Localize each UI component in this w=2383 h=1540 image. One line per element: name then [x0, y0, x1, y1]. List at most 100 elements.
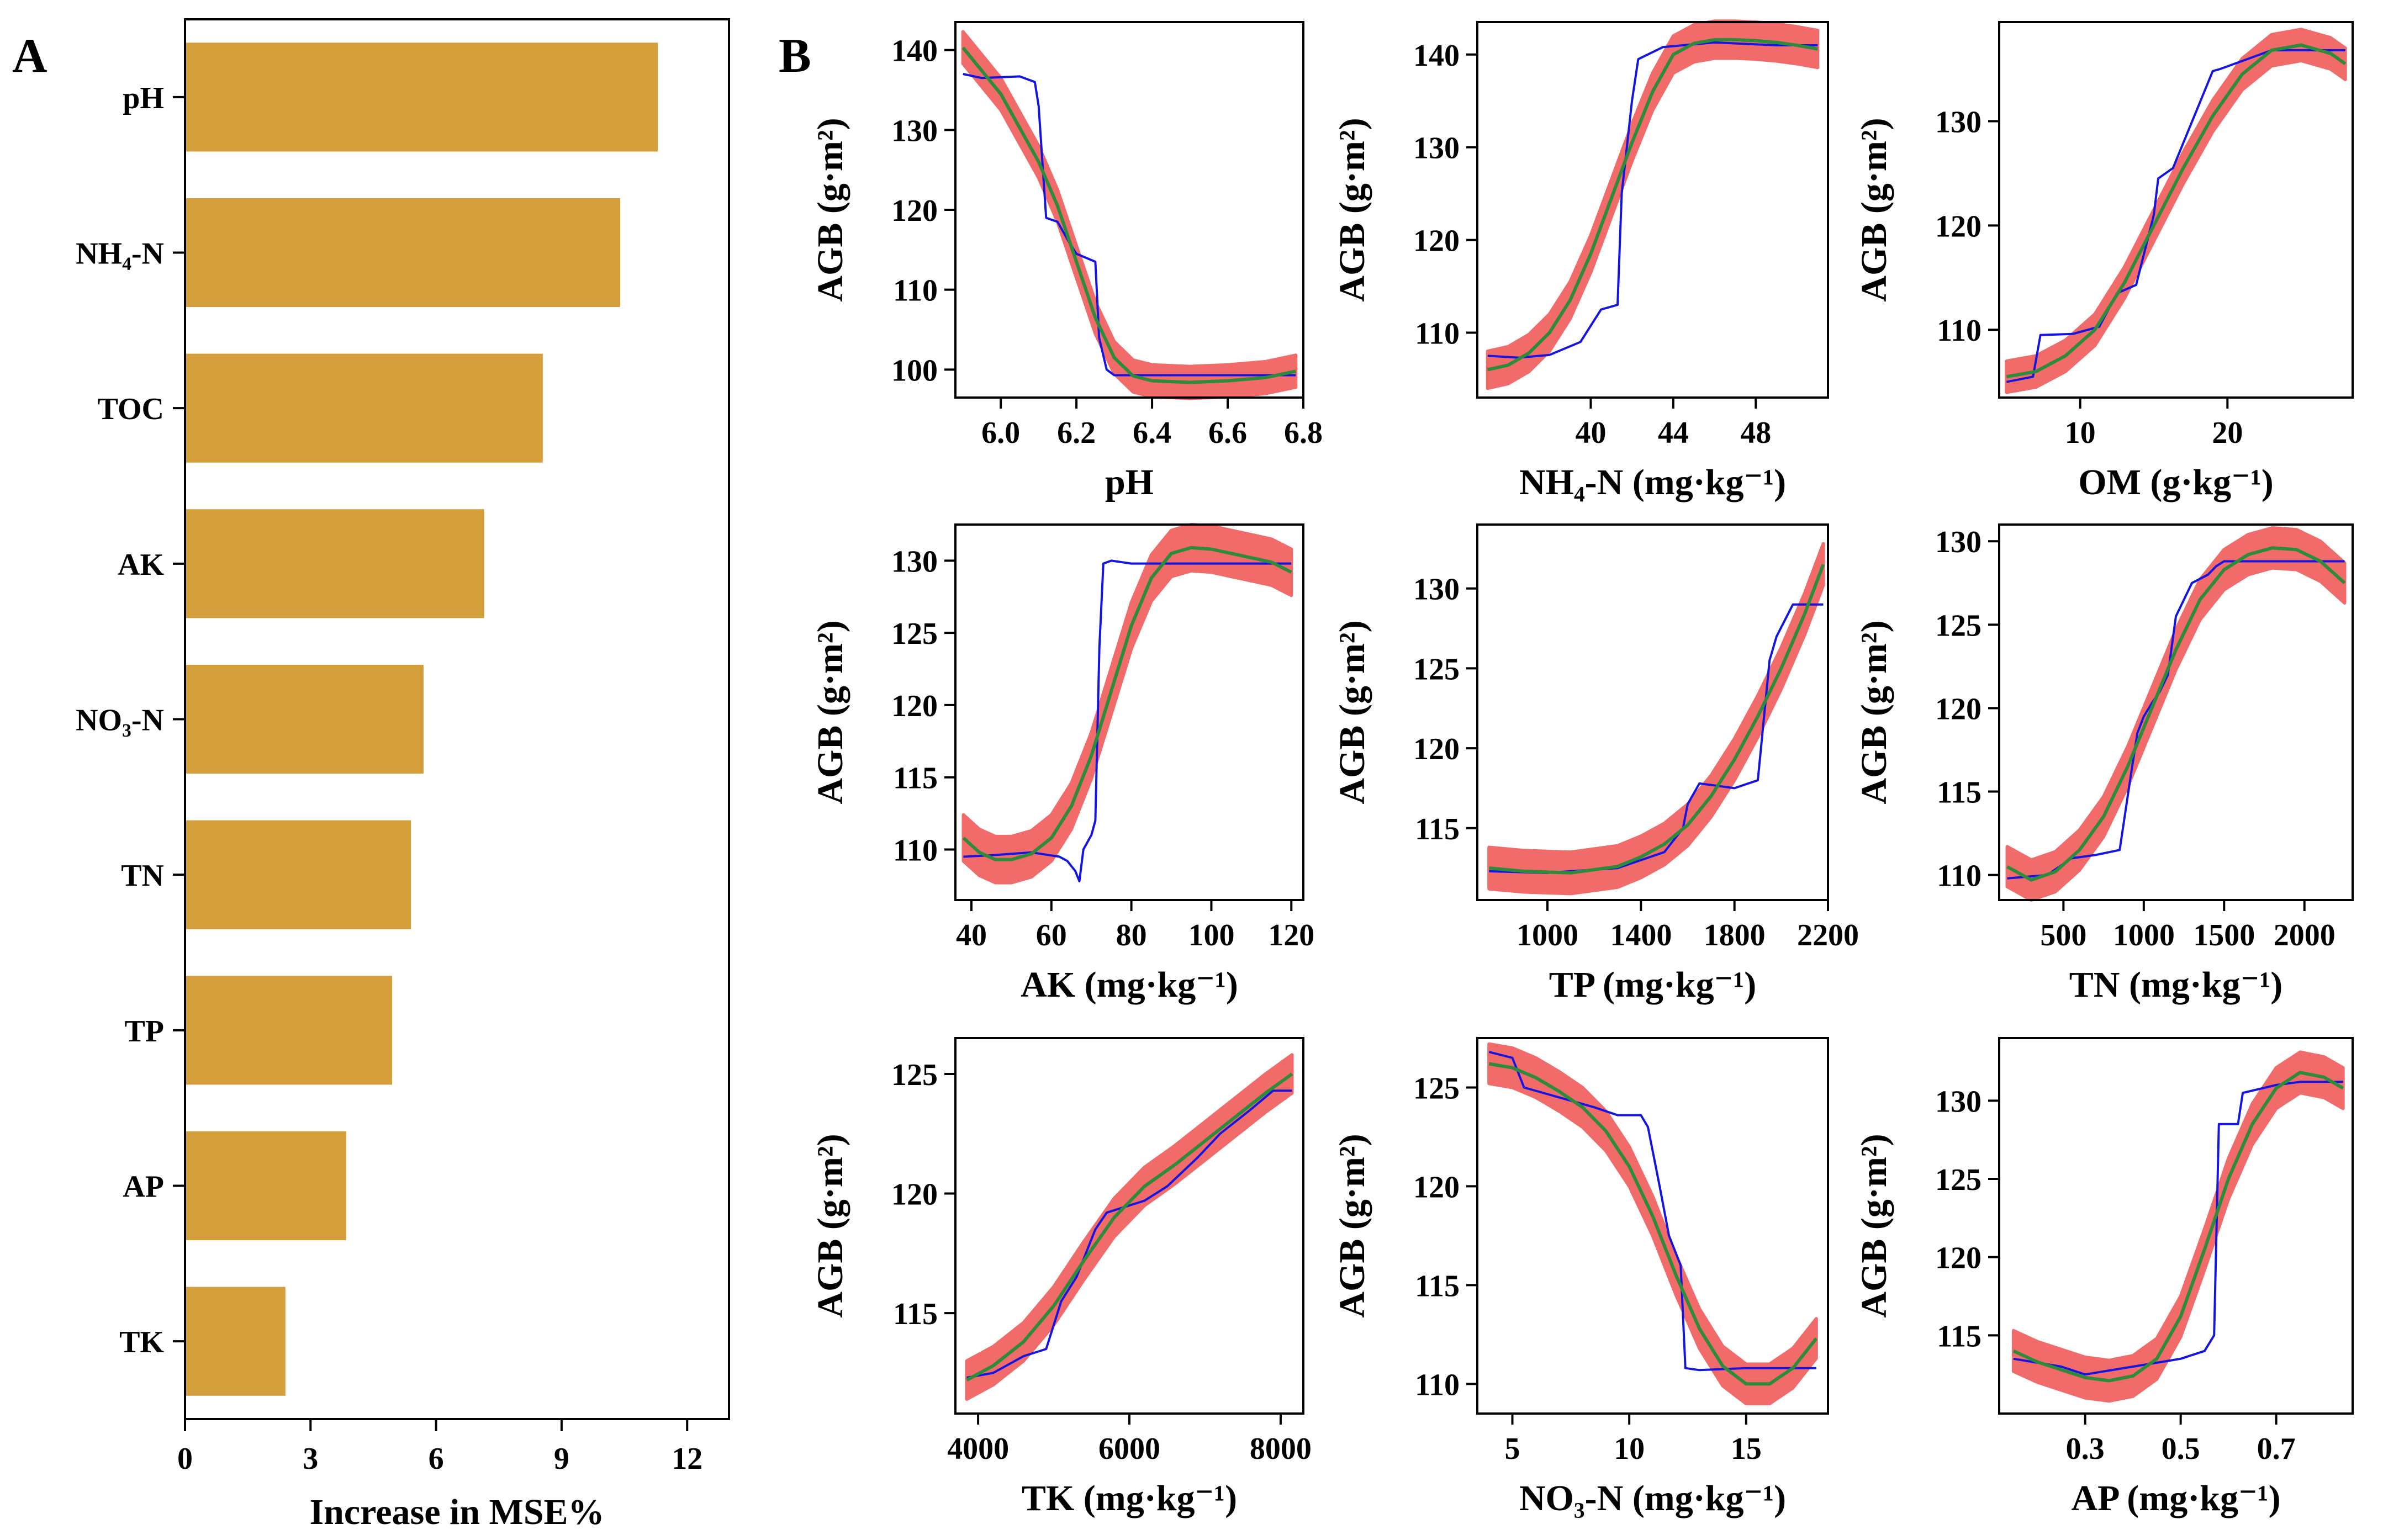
y-tick-label: 125 — [891, 1058, 938, 1092]
y-axis-label: AGB (g·m²) — [1332, 1134, 1372, 1317]
confidence-band — [961, 30, 1298, 400]
raw-curve — [2007, 560, 2345, 880]
category-label: TK — [119, 1325, 164, 1359]
x-tick-label: 2200 — [1797, 918, 1859, 952]
x-tick-label: 6.6 — [1208, 416, 1247, 450]
y-axis-label: AGB (g·m²) — [810, 118, 850, 301]
bar-2 — [186, 353, 543, 463]
y-tick-label: 140 — [891, 34, 938, 68]
bar-chart-importance: pH NH₄-N TOC AK NO₃-N TN TP AP TK 0 3 6 9 12 Increase … — [76, 18, 730, 1532]
y-tick-label: 115 — [1937, 1319, 1982, 1353]
x-tick-label: 6.8 — [1284, 416, 1323, 450]
panel-b4: 40 60 80 100 120 110 115 120 125 130 AK (mg·kg⁻¹) A… — [810, 523, 1314, 1005]
y-tick-label: 120 — [1935, 1241, 1982, 1276]
y-tick-label: 130 — [1935, 1084, 1982, 1119]
y-tick-label: 125 — [891, 617, 938, 651]
x-tick-label: 12 — [672, 1442, 702, 1476]
x-tick-label: 1800 — [1704, 918, 1766, 952]
x-tick-label: 8000 — [1250, 1432, 1312, 1466]
y-axis-label: AGB (g·m²) — [1332, 620, 1372, 804]
raw-curve — [1488, 1051, 1816, 1372]
x-tick-label: 0 — [177, 1442, 193, 1476]
category-label: NH₄-N — [76, 237, 164, 271]
plot-frame — [1998, 1037, 2354, 1415]
x-tick-label: 1500 — [2193, 918, 2255, 952]
panel-b7: 4000 6000 8000 115 120 125 TK (mg·kg⁻¹) AGB (g·… — [810, 1037, 1312, 1518]
panel-b5: 1000 1400 1800 2200 115 120 125 130 TP (mg·kg⁻¹)… — [1332, 523, 1859, 1005]
y-tick-label: 115 — [893, 761, 938, 796]
x-tick-label: 6.4 — [1133, 416, 1171, 450]
x-tick-label: 40 — [1575, 416, 1606, 450]
x-axis-label: TK (mg·kg⁻¹) — [1022, 1478, 1237, 1518]
y-tick-label: 125 — [1935, 608, 1982, 643]
x-tick-label: 1400 — [1610, 918, 1672, 952]
x-axis-label: AP (mg·kg⁻¹) — [2071, 1478, 2280, 1518]
x-tick-label: 44 — [1658, 416, 1689, 450]
x-tick-label: 6 — [429, 1442, 444, 1476]
y-tick-label: 115 — [1937, 776, 1982, 810]
y-tick-label: 120 — [1413, 732, 1460, 766]
y-tick-label: 130 — [891, 544, 938, 579]
x-tick-label: 6.2 — [1057, 416, 1096, 450]
y-axis-label: AGB (g·m²) — [1332, 118, 1372, 301]
y-tick-label: 120 — [1413, 224, 1460, 258]
x-tick-label: 100 — [1188, 918, 1234, 952]
x-axis-label: AK (mg·kg⁻¹) — [1021, 965, 1238, 1005]
bar-8 — [186, 1287, 286, 1396]
y-tick-label: 110 — [893, 833, 938, 867]
y-axis-label: AGB (g·m²) — [1854, 118, 1894, 301]
y-axis-label: AGB (g·m²) — [810, 1134, 850, 1317]
x-axis-label: OM (g·kg⁻¹) — [2078, 462, 2273, 502]
category-label: AK — [118, 548, 164, 582]
category-label: TP — [124, 1014, 164, 1049]
y-tick-label: 125 — [1935, 1163, 1982, 1197]
x-tick-label: 15 — [1731, 1432, 1762, 1466]
y-tick-label: 120 — [891, 689, 938, 723]
x-tick-label: 10 — [1614, 1432, 1645, 1466]
panel-letter-a: A — [12, 29, 47, 83]
y-tick-label: 115 — [1415, 812, 1460, 846]
plot-frame — [1476, 21, 1829, 399]
x-tick-label: 1000 — [2113, 918, 2175, 952]
x-tick-label: 9 — [554, 1442, 569, 1476]
y-tick-label: 100 — [891, 353, 938, 388]
bar-7 — [186, 1131, 346, 1241]
plot-frame — [1998, 21, 2354, 399]
x-tick-label: 6000 — [1098, 1432, 1160, 1466]
panel-b9: 0.3 0.5 0.7 115 120 125 130 AP (mg·kg⁻¹) AGB (g·… — [1854, 1037, 2354, 1518]
y-tick-label: 125 — [1413, 1071, 1460, 1105]
y-tick-label: 120 — [1935, 209, 1982, 244]
bar-1 — [186, 198, 620, 308]
raw-curve — [2013, 1081, 2343, 1376]
smooth-curve — [966, 1072, 1293, 1382]
y-tick-label: 110 — [1937, 859, 1982, 893]
confidence-band — [1487, 1042, 1818, 1406]
x-tick-label: 3 — [303, 1442, 318, 1476]
x-tick-label: 6.0 — [981, 416, 1020, 450]
category-label: NO₃-N — [76, 703, 164, 738]
y-tick-label: 140 — [1413, 39, 1460, 73]
category-label: pH — [123, 81, 164, 115]
confidence-band — [1486, 19, 1820, 390]
y-axis-label: AGB (g·m²) — [1854, 620, 1894, 804]
x-axis-label: pH — [1105, 462, 1154, 502]
x-axis-label: NO₃-N (mg·kg⁻¹) — [1519, 1478, 1786, 1518]
y-tick-label: 110 — [1937, 314, 1982, 348]
x-tick-label: 0.5 — [2162, 1432, 2200, 1466]
x-tick-label: 10 — [2065, 416, 2096, 450]
x-tick-label: 500 — [2040, 918, 2086, 952]
y-tick-label: 130 — [1413, 131, 1460, 166]
x-axis-label: Increase in MSE% — [309, 1492, 604, 1532]
category-label: TOC — [98, 392, 164, 426]
x-tick-label: 40 — [956, 918, 987, 952]
confidence-band — [961, 523, 1293, 885]
y-tick-label: 120 — [891, 1178, 938, 1212]
smooth-curve — [961, 46, 1296, 384]
y-tick-label: 110 — [1415, 1368, 1460, 1402]
x-axis-label: TP (mg·kg⁻¹) — [1549, 965, 1756, 1005]
y-tick-label: 115 — [893, 1297, 938, 1331]
x-tick-label: 1000 — [1517, 918, 1578, 952]
confidence-band — [2011, 1050, 2345, 1403]
y-tick-label: 125 — [1413, 652, 1460, 686]
